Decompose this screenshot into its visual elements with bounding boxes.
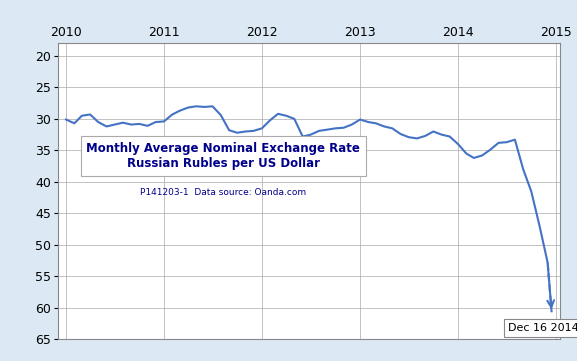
Text: Monthly Average Nominal Exchange Rate
Russian Rubles per US Dollar: Monthly Average Nominal Exchange Rate Ru…	[87, 142, 360, 170]
Text: Dec 16 2014: Dec 16 2014	[508, 323, 577, 333]
Text: P141203-1  Data source: Oanda.com: P141203-1 Data source: Oanda.com	[140, 188, 306, 197]
